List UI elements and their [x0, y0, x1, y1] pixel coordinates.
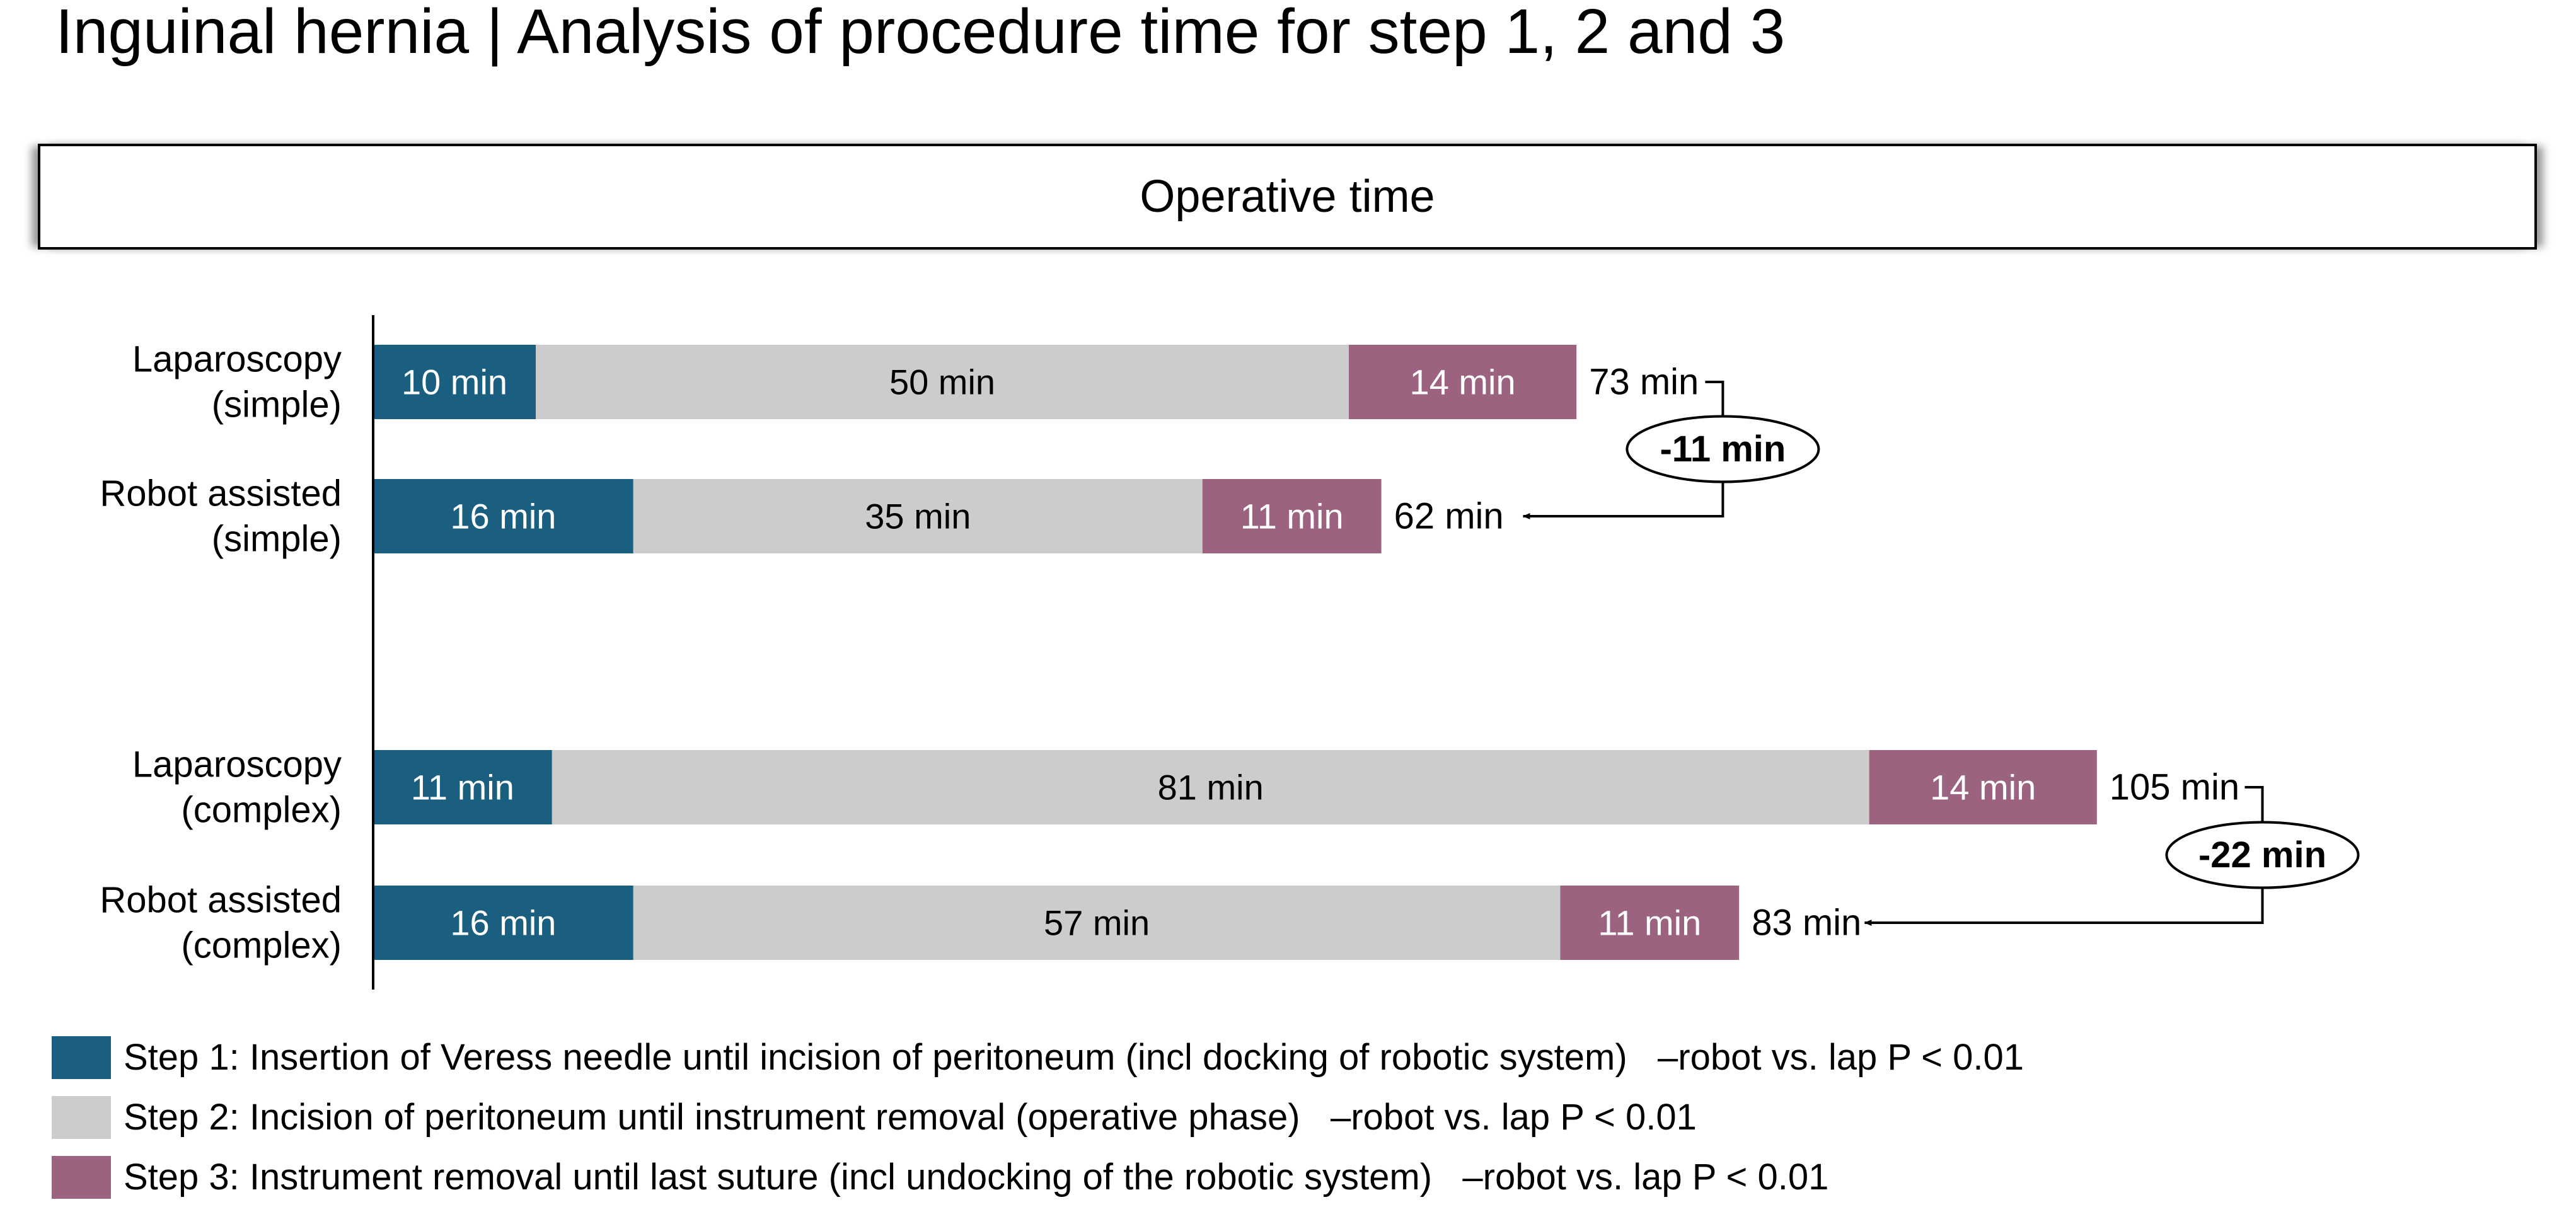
segment-label: 14 min — [1410, 362, 1516, 402]
legend: Step 1: Insertion of Veress needle until… — [52, 1027, 2024, 1207]
legend-swatch — [52, 1036, 111, 1079]
legend-label: Step 3: Instrument removal until last su… — [124, 1157, 1829, 1198]
stacked-bar-chart: 10 min 50 min 14 min 73 minLaparoscopy(simp… — [100, 315, 2360, 990]
category-label: Robot assisted — [100, 473, 342, 514]
page-title: Inguinal hernia | Analysis of procedure … — [55, 0, 1786, 67]
segment-label: 35 min — [865, 497, 971, 536]
bar-segment — [1869, 750, 2097, 824]
category-label: (complex) — [181, 790, 342, 831]
difference-oval — [2165, 821, 2360, 889]
segment-label: 10 min — [401, 362, 507, 402]
section-header-label: Operative time — [1140, 171, 1435, 222]
bar-segment — [1560, 886, 1740, 960]
category-label: Laparoscopy — [132, 339, 342, 380]
difference-label: -11 min — [1660, 429, 1786, 470]
total-label: 83 min — [1752, 903, 1861, 944]
segment-label: 50 min — [889, 362, 995, 402]
category-label: (simple) — [212, 519, 342, 560]
bar-segment — [536, 345, 1349, 419]
bar-segment — [633, 479, 1203, 553]
bar-segment — [373, 750, 552, 824]
bar-segment — [1202, 479, 1382, 553]
bar-segment — [1349, 345, 1577, 419]
total-label: 73 min — [1589, 362, 1699, 403]
total-label: 62 min — [1394, 496, 1504, 537]
segment-label: 81 min — [1158, 768, 1264, 807]
bar-segment — [373, 345, 536, 419]
segment-label: 57 min — [1044, 903, 1150, 943]
legend-swatch — [52, 1095, 111, 1139]
bar-segment — [373, 479, 633, 553]
legend-item: Step 3: Instrument removal until last su… — [52, 1147, 2024, 1207]
segment-label: 14 min — [1930, 768, 2036, 807]
legend-item: Step 2: Incision of peritoneum until ins… — [52, 1087, 2024, 1147]
segment-label: 11 min — [1240, 497, 1344, 536]
section-header: Operative time — [38, 144, 2537, 250]
category-label: (complex) — [181, 925, 342, 966]
difference-oval — [1626, 415, 1820, 483]
bar-segment — [373, 886, 633, 960]
segment-label: 16 min — [450, 497, 556, 536]
category-label: Robot assisted — [100, 880, 342, 921]
bar-segment — [633, 886, 1561, 960]
category-label: Laparoscopy — [132, 744, 342, 785]
difference-label: -22 min — [2198, 835, 2326, 875]
legend-label: Step 1: Insertion of Veress needle until… — [124, 1037, 2024, 1078]
segment-label: 16 min — [450, 903, 556, 943]
bar-segment — [552, 750, 1869, 824]
legend-item: Step 1: Insertion of Veress needle until… — [52, 1027, 2024, 1087]
category-label: (simple) — [212, 384, 342, 425]
total-label: 105 min — [2110, 767, 2239, 808]
legend-label: Step 2: Incision of peritoneum until ins… — [124, 1097, 1697, 1138]
segment-label: 11 min — [411, 768, 514, 807]
segment-label: 11 min — [1598, 903, 1701, 943]
legend-swatch — [52, 1155, 111, 1199]
